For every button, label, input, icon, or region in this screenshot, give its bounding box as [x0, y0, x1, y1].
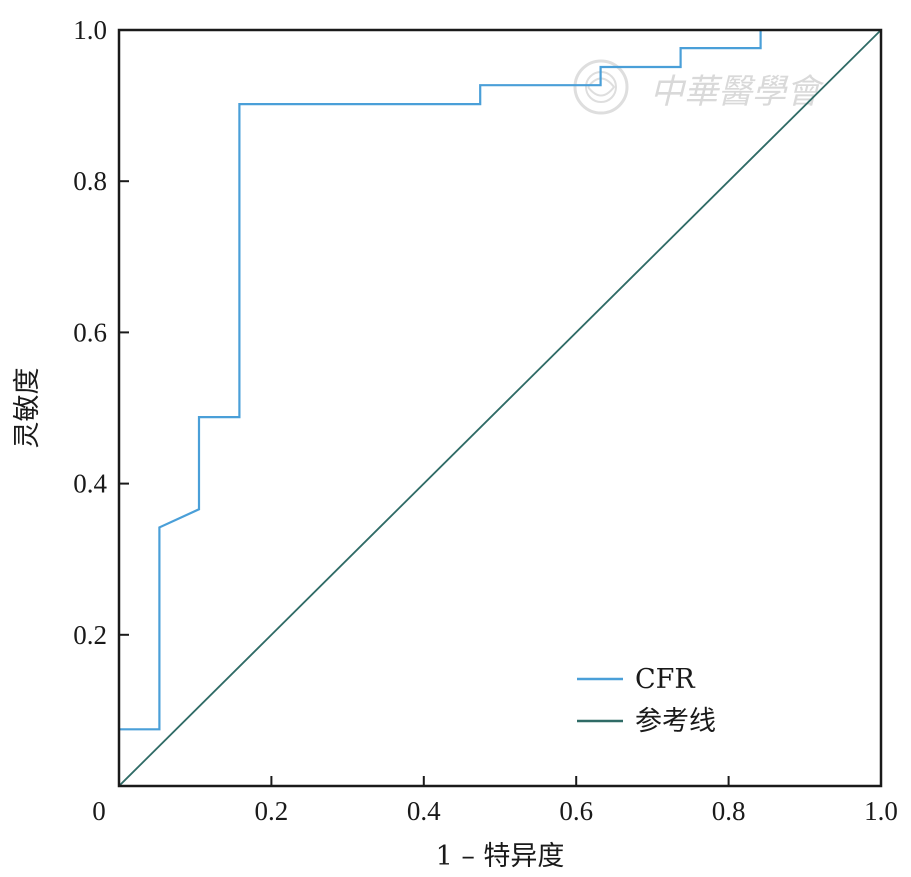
- x-tick-label: 0: [92, 796, 106, 826]
- watermark: 中華醫學會: [573, 59, 825, 115]
- x-tick-label: 1.0: [864, 796, 898, 826]
- plot-frame: [117, 28, 883, 788]
- x-tick-label: 0.8: [712, 796, 746, 826]
- y-axis: 0.2 0.4 0.6 0.8 1.0: [73, 15, 129, 650]
- legend-label-reference: 参考线: [635, 706, 716, 737]
- x-axis: 0 0.2 0.4 0.6 0.8 1.0: [92, 776, 898, 826]
- x-tick-label: 0.6: [559, 796, 593, 826]
- y-tick-label: 0.8: [73, 166, 107, 196]
- y-axis-title: 灵敏度: [12, 368, 43, 449]
- y-tick-label: 1.0: [73, 15, 107, 45]
- x-tick-label: 0.4: [407, 796, 441, 826]
- watermark-text: 中華醫學會: [650, 72, 825, 112]
- x-axis-title: 1 – 特异度: [436, 841, 565, 872]
- y-tick-label: 0.2: [73, 620, 107, 650]
- series-line-cfr: [119, 30, 762, 731]
- x-tick-label: 0.2: [255, 796, 289, 826]
- legend: CFR 参考线: [577, 664, 716, 737]
- plot-lines: [118, 29, 882, 787]
- legend-label-cfr: CFR: [635, 664, 695, 695]
- y-tick-label: 0.6: [73, 317, 107, 347]
- y-tick-label: 0.4: [73, 469, 107, 499]
- series-line-reference: [118, 29, 882, 787]
